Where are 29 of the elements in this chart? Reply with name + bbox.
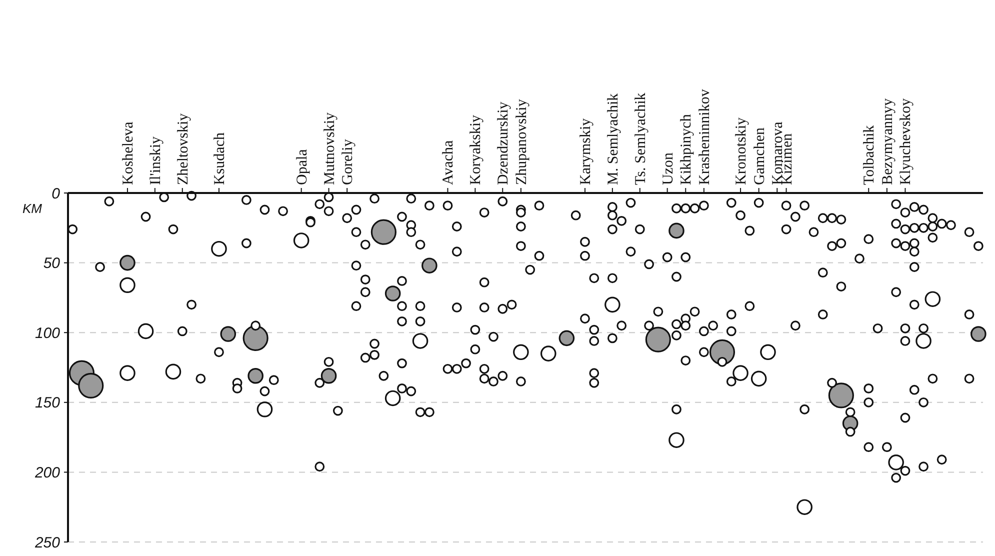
x-tick-label: Klyuchevskoy bbox=[898, 98, 914, 185]
y-tick-label: 0 bbox=[52, 185, 61, 202]
x-tick-label: Uzon bbox=[660, 152, 676, 185]
x-tick-label: Dzendzurskiy bbox=[496, 101, 512, 185]
x-tick-label: M. Semlyachik bbox=[605, 92, 622, 185]
x-tick-label: Kosheleva bbox=[120, 121, 136, 185]
x-tick-label: Zheltovskiy bbox=[175, 112, 192, 185]
y-tick-label: 100 bbox=[34, 324, 61, 342]
x-tick-label: Krasheninnikov bbox=[696, 88, 713, 185]
x-tick-label: Opala bbox=[294, 148, 310, 185]
y-tick-label: 50 bbox=[43, 255, 61, 272]
y-tick-label: 150 bbox=[34, 394, 61, 412]
x-tick-label: Goreliy bbox=[340, 138, 356, 185]
x-tick-label: Avacha bbox=[440, 140, 457, 185]
x-tick-label: Ksudach bbox=[212, 132, 228, 185]
y-axis-title: KM bbox=[22, 201, 42, 216]
x-tick-label: Tolbachik bbox=[862, 124, 878, 185]
x-tick-label: Kronotskiy bbox=[734, 117, 750, 185]
x-tick-label: Kikhpinych bbox=[678, 114, 695, 185]
x-tick-label: Mutnovskiy bbox=[322, 112, 338, 185]
x-tick-label: Bezymyannyy bbox=[880, 98, 896, 185]
y-tick-label: 200 bbox=[34, 464, 61, 482]
x-tick-label: Koryakskiy bbox=[468, 114, 484, 185]
x-tick-label: Ts. Semlyachik bbox=[632, 92, 649, 185]
x-tick-label: Gamchen bbox=[752, 127, 768, 185]
y-tick-label: 250 bbox=[34, 534, 61, 552]
x-tick-label: Zhupanovskiy bbox=[514, 98, 530, 185]
x-tick-label: Karymskiy bbox=[578, 118, 594, 185]
x-tick-label: Il'inskiy bbox=[148, 136, 164, 185]
